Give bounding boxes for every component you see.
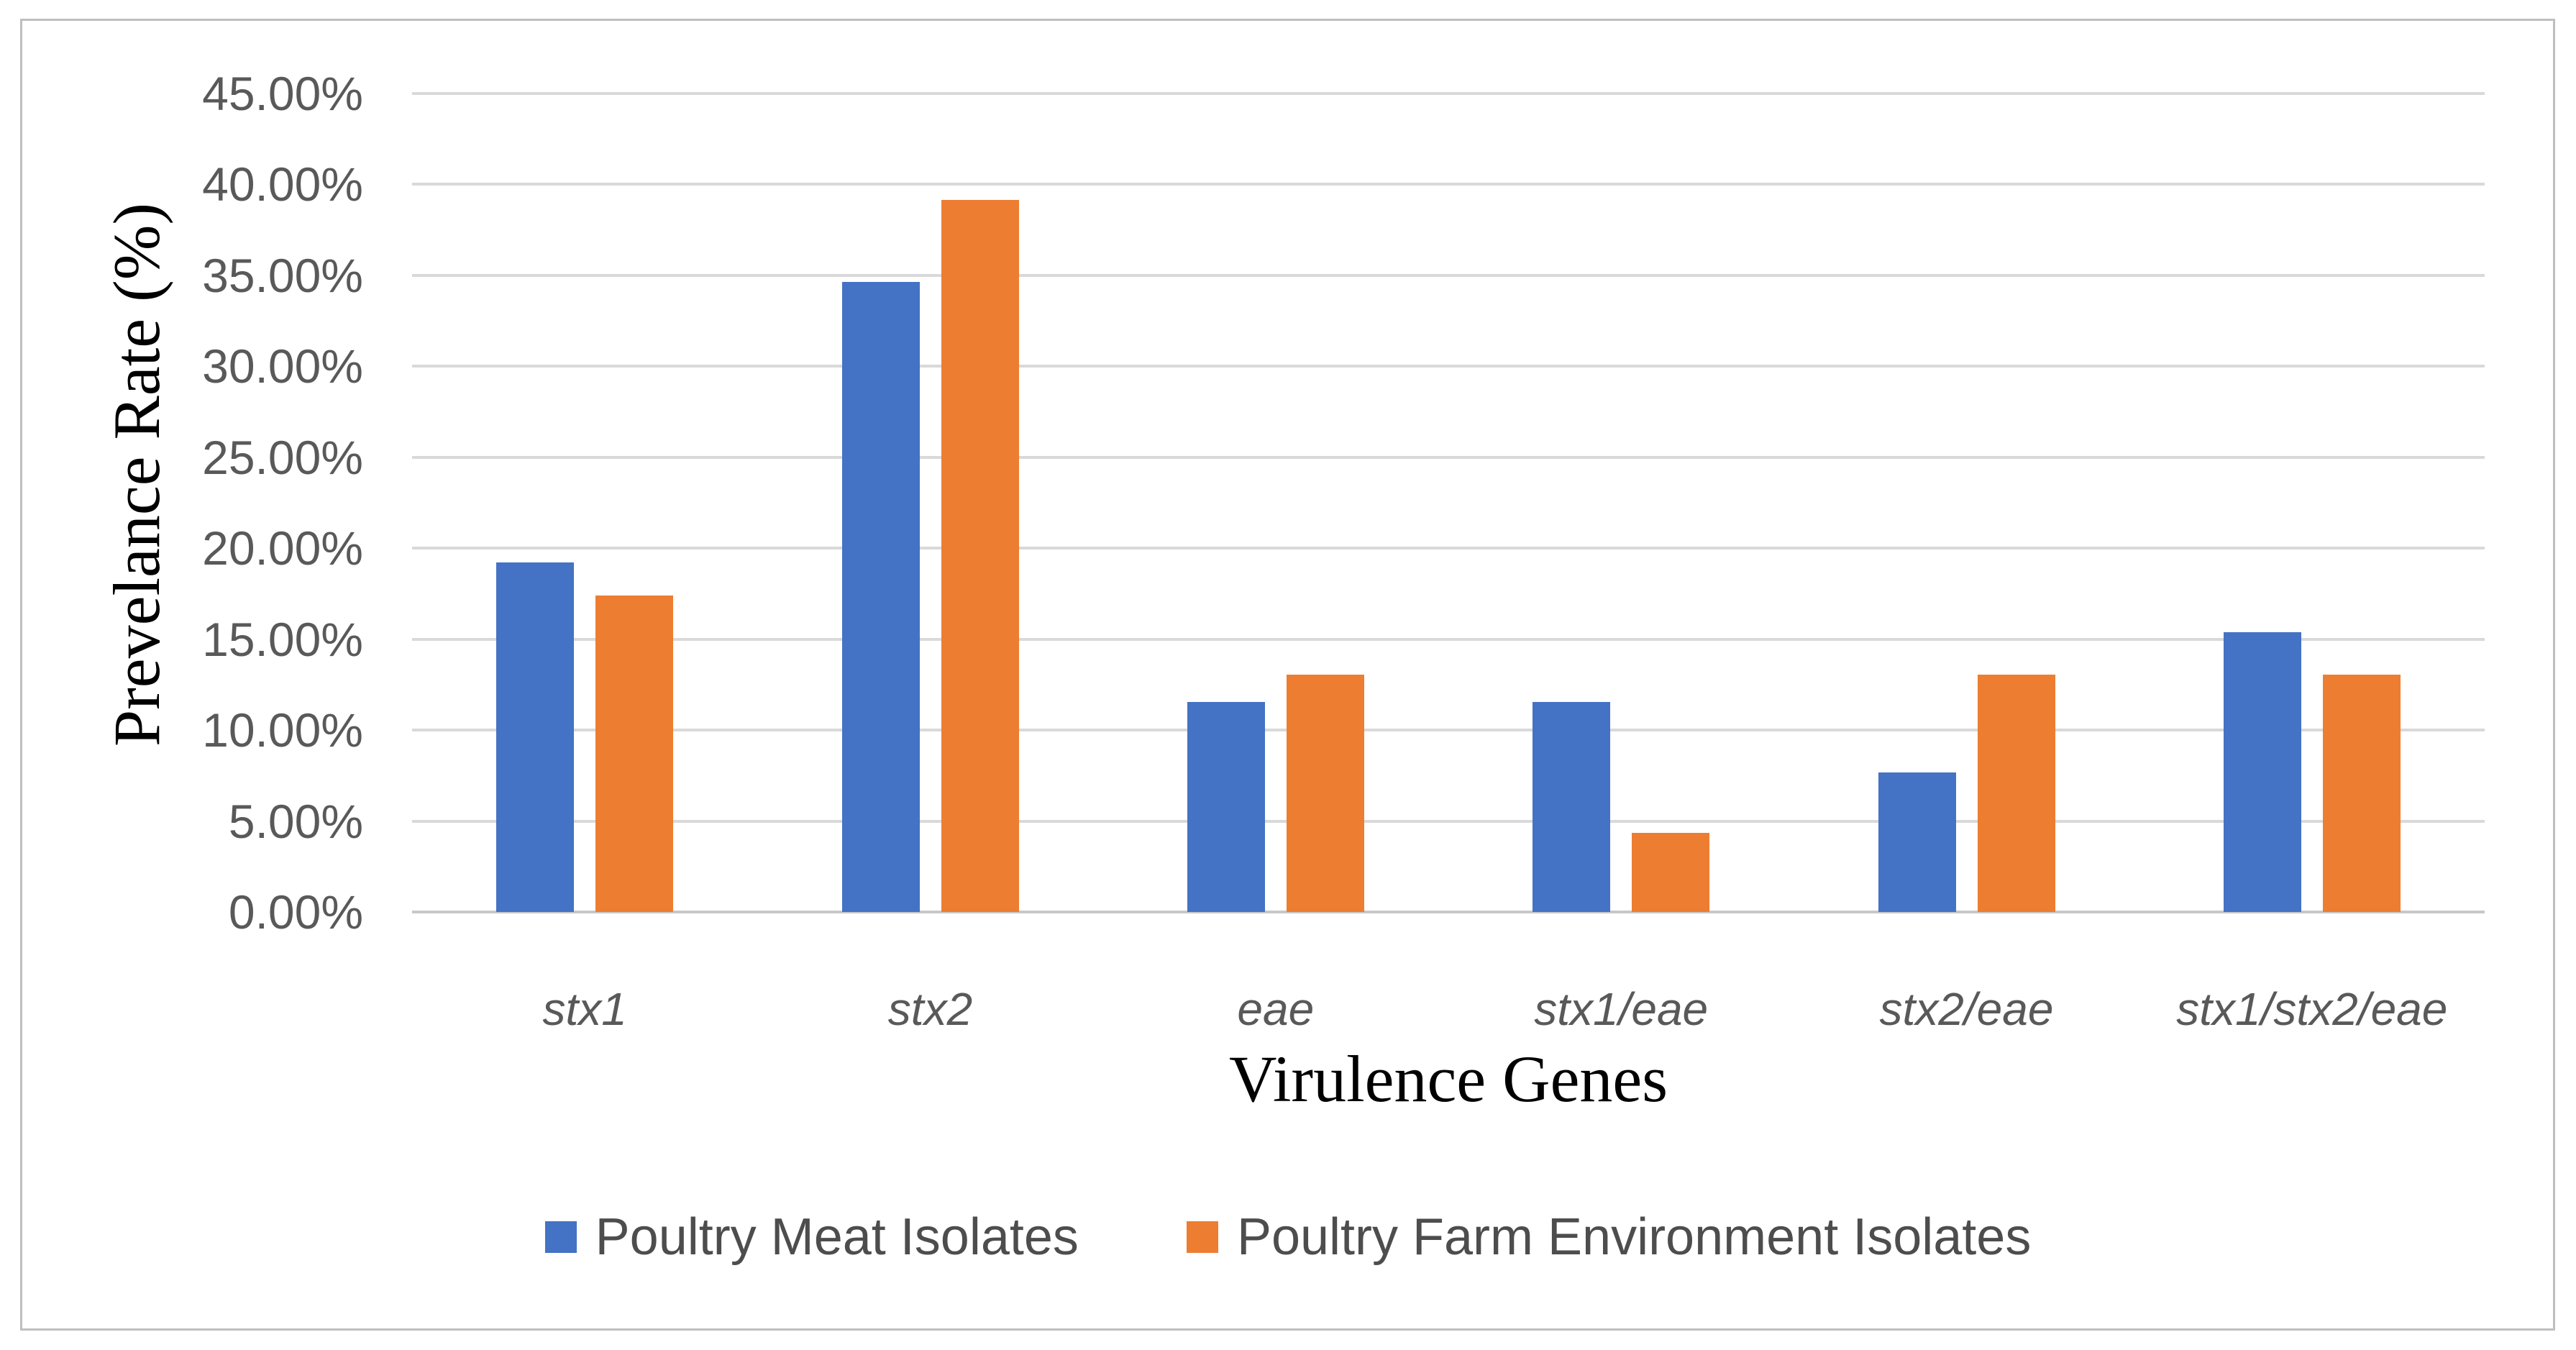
x-category-label-stx1-stx2-eae: stx1/stx2/eae [2176,983,2448,1035]
bar-poultry-meat-isolates-stx1-eae [1533,702,1611,912]
bar-poultry-meat-isolates-stx1 [496,562,575,912]
x-category-label-stx1: stx1 [542,983,627,1035]
y-tick-label: 10.00% [202,703,363,757]
gridline [412,455,2485,459]
x-category-label-stx2: stx2 [887,983,973,1035]
gridline [412,819,2485,823]
legend-label: Poultry Meat Isolates [595,1208,1079,1266]
bar-poultry-farm-environment-isolates-stx2-eae [1977,675,2055,912]
legend-label: Poultry Farm Environment Isolates [1236,1208,2032,1266]
x-axis-line [412,911,2485,913]
bar-poultry-farm-environment-isolates-stx1-eae [1632,832,1710,912]
y-tick-label: 35.00% [202,248,363,302]
bar-poultry-meat-isolates-stx2-eae [1878,772,1956,912]
x-category-label-eae: eae [1237,983,1315,1035]
gridline [412,365,2485,368]
legend-swatch-icon [544,1221,577,1253]
y-tick-label: 25.00% [202,430,363,484]
gridline [412,729,2485,732]
y-tick-label: 30.00% [202,339,363,393]
gridline [412,273,2485,277]
x-category-label-stx1-eae: stx1/eae [1534,983,1709,1035]
gridline [412,637,2485,641]
legend-item-poultry-meat-isolates: Poultry Meat Isolates [544,1208,1079,1267]
y-tick-label: 20.00% [202,521,363,575]
bar-poultry-farm-environment-isolates-eae [1286,675,1364,912]
plot-area [412,92,2485,913]
legend-swatch-icon [1186,1221,1218,1253]
y-tick-label: 15.00% [202,612,363,666]
y-tick-label: 5.00% [228,794,363,848]
y-tick-label: 40.00% [202,158,363,211]
bar-poultry-farm-environment-isolates-stx1 [595,596,674,912]
bar-poultry-meat-isolates-stx1-stx2-eae [2223,632,2301,912]
bar-poultry-meat-isolates-eae [1187,702,1265,912]
y-tick-label: 45.00% [202,67,363,120]
gridline [412,92,2485,95]
x-category-label-stx2-eae: stx2/eae [1879,983,2054,1035]
y-tick-label: 0.00% [228,885,363,939]
bar-poultry-meat-isolates-stx2 [841,282,920,912]
x-axis-title: Virulence Genes [1228,1042,1668,1116]
bar-poultry-farm-environment-isolates-stx1-stx2-eae [2322,675,2401,912]
bar-poultry-farm-environment-isolates-stx2 [941,200,1019,912]
gridline [412,183,2485,186]
legend-item-poultry-farm-environment-isolates: Poultry Farm Environment Isolates [1186,1208,2032,1267]
legend: Poultry Meat Isolates Poultry Farm Enviro… [0,1190,2576,1284]
gridline [412,547,2485,550]
